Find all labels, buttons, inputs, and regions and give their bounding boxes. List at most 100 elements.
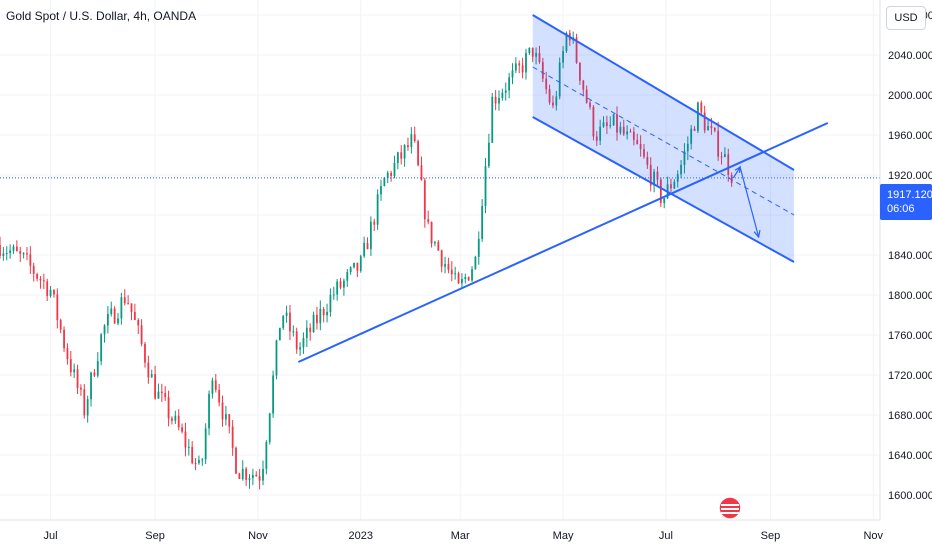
candle-body [221, 402, 224, 420]
candle-body [639, 144, 642, 150]
candle-body [127, 303, 130, 305]
candle-body [437, 242, 440, 251]
candle-body [282, 315, 285, 328]
candle-body [498, 98, 500, 104]
current-price-tag: 1917.120 06:06 [880, 184, 932, 220]
candle-body [693, 128, 696, 131]
candle-body [589, 102, 591, 107]
candle-body [656, 171, 659, 180]
candle-body [12, 246, 15, 251]
candle-body [228, 414, 231, 427]
candle-body [339, 281, 342, 288]
candle-body [93, 372, 96, 376]
x-tick-label: Sep [761, 530, 781, 542]
candle-body [548, 89, 551, 103]
candle-body [423, 180, 426, 220]
candle-body [595, 136, 598, 141]
candle-body [26, 253, 28, 255]
candle-body [248, 478, 251, 480]
candle-body [434, 242, 436, 244]
candle-body [343, 280, 345, 288]
candle-body [96, 361, 99, 376]
candle-body [86, 399, 89, 416]
candle-body [605, 122, 608, 126]
candle-body [69, 359, 72, 373]
candle-body [555, 96, 558, 106]
candle-body [42, 280, 45, 282]
y-tick-label: 2000.000 [888, 90, 932, 102]
candle-body [285, 312, 288, 316]
candle-body [427, 219, 430, 222]
time-axis[interactable]: Jul Sep Nov 2023 Mar May Jul Sep Nov [44, 530, 884, 542]
candle-body [235, 447, 237, 474]
candle-body [319, 309, 322, 324]
candle-body [167, 397, 170, 419]
price-axis[interactable]: 2080.0002040.0002000.0001960.0001920.000… [888, 10, 932, 502]
candle-body [643, 149, 645, 157]
current-price-value: 1917.120 [887, 189, 932, 201]
x-tick-label: Jul [659, 530, 673, 542]
candle-body [359, 256, 362, 271]
bar-countdown: 06:06 [887, 203, 915, 215]
candle-body [629, 131, 632, 133]
currency-button[interactable]: USD [886, 6, 926, 30]
candle-body [356, 262, 359, 271]
ascending-trendline [297, 122, 829, 363]
candle-body [373, 221, 376, 225]
candle-body [562, 51, 564, 63]
candle-body [110, 308, 113, 315]
us-flag-icon[interactable] [718, 496, 742, 520]
candle-body [214, 380, 217, 390]
candle-body [636, 139, 639, 145]
candle-body [305, 327, 308, 339]
candle-body [117, 318, 119, 324]
candle-body [332, 294, 335, 296]
candle-body [582, 80, 585, 90]
candle-body [164, 392, 167, 398]
y-tick-label: 1760.000 [888, 330, 932, 342]
candle-body [612, 114, 615, 126]
chart-grid [0, 0, 880, 520]
candle-body [353, 262, 355, 268]
projection-arrowhead [753, 230, 761, 239]
candle-body [514, 63, 517, 71]
candle-body [508, 77, 511, 91]
candle-body [501, 92, 504, 99]
candle-body [272, 375, 275, 414]
candle-body [494, 96, 497, 104]
candle-body [191, 446, 194, 464]
y-tick-label: 1840.000 [888, 250, 932, 262]
candle-body [541, 61, 544, 79]
candle-body [130, 303, 133, 313]
candle-body [363, 243, 366, 257]
y-tick-label: 1640.000 [888, 450, 932, 462]
candle-body [474, 256, 477, 270]
candle-body [39, 278, 42, 281]
candle-body [535, 53, 537, 57]
candle-body [251, 474, 254, 479]
x-tick-label: Jul [44, 530, 58, 542]
candle-body [393, 163, 396, 177]
candle-body [720, 156, 723, 158]
candle-body [120, 297, 123, 319]
candle-body [390, 172, 393, 177]
x-tick-label: Nov [863, 530, 883, 542]
candle-body [626, 131, 629, 135]
candle-body [326, 311, 328, 316]
candle-body [231, 426, 234, 448]
candle-body [386, 172, 389, 178]
candle-body [349, 267, 352, 273]
candle-body [366, 243, 369, 250]
candle-body [194, 463, 197, 465]
chart-title: Gold Spot / U.S. Dollar, 4h, OANDA [6, 9, 197, 23]
candle-body [585, 89, 588, 103]
candle-body [599, 126, 602, 141]
y-tick-label: 1920.000 [888, 170, 932, 182]
candle-body [218, 389, 221, 403]
candle-body [133, 312, 136, 320]
candle-body [19, 251, 22, 254]
candle-body [511, 70, 514, 78]
x-tick-label: Sep [145, 530, 165, 542]
candle-body [552, 102, 554, 106]
